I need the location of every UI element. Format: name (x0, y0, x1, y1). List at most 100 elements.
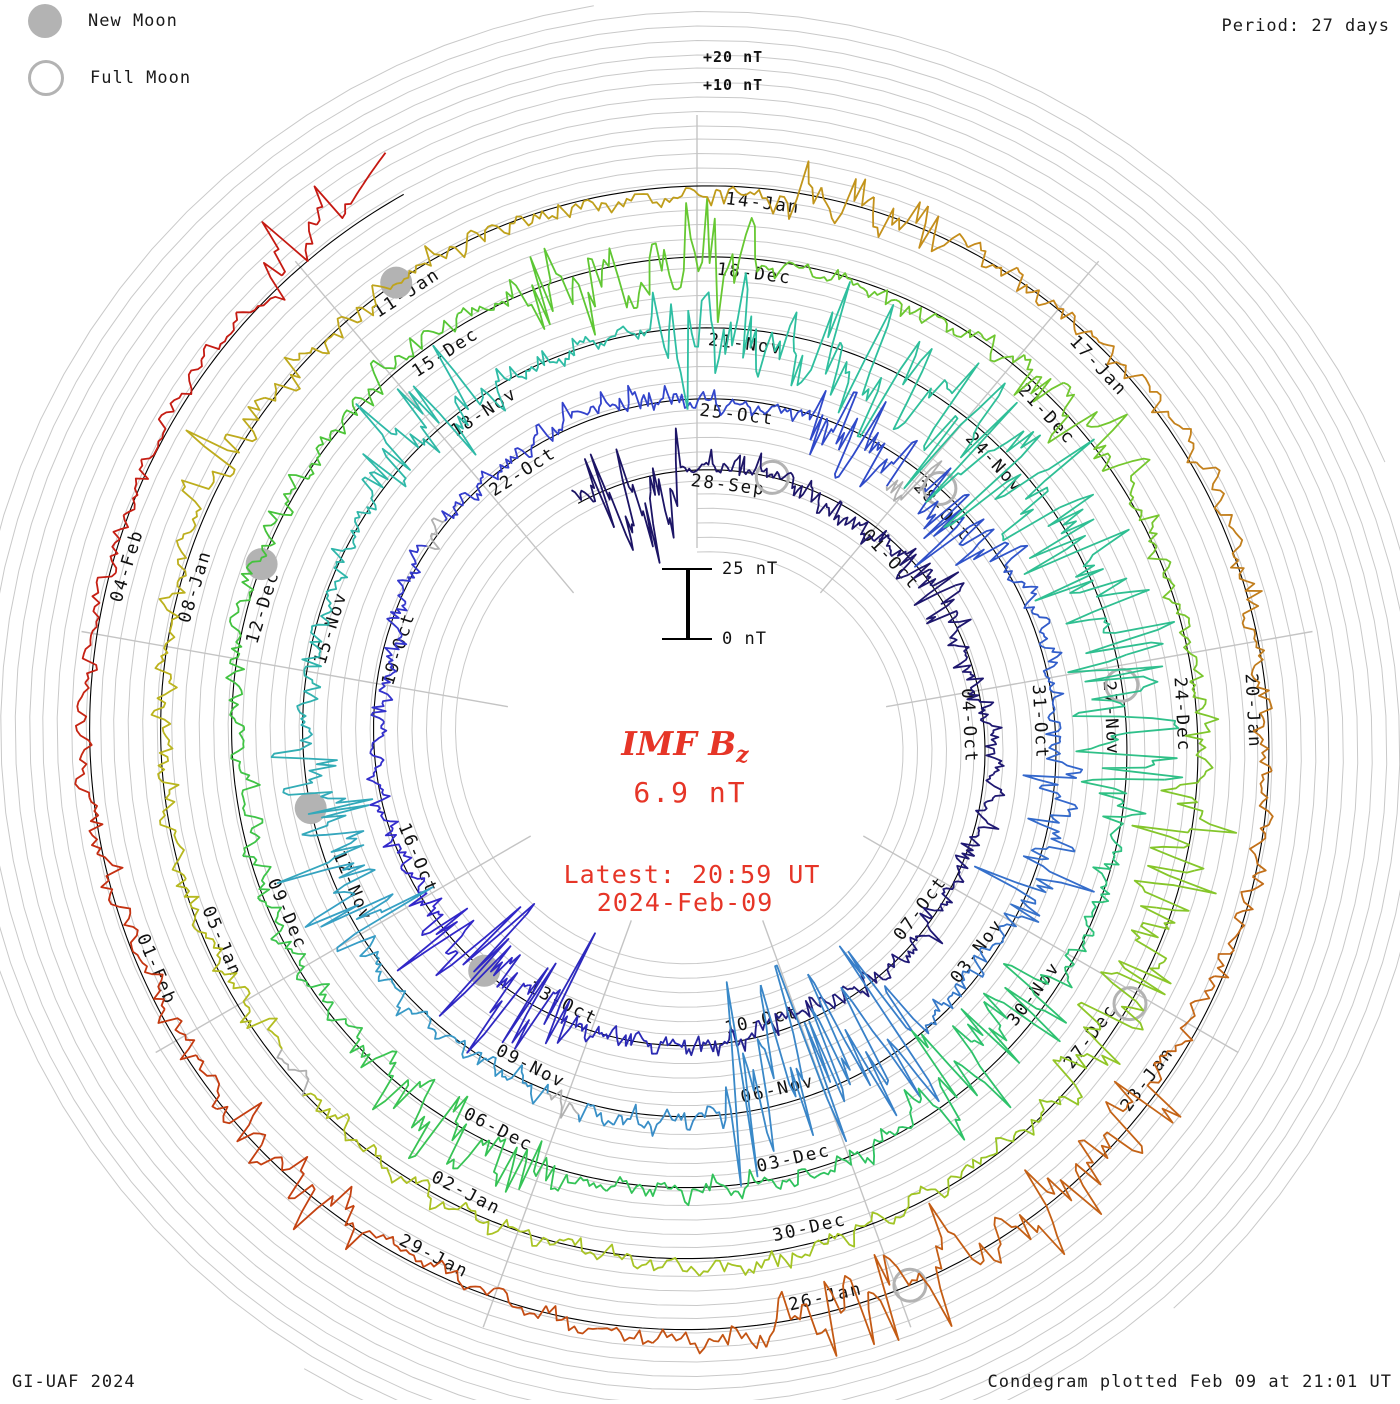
bz-trace-segment (1153, 1021, 1194, 1064)
bz-trace-segment (171, 830, 187, 880)
bz-trace-segment (789, 996, 818, 1020)
ring-date-label: 31-Oct (1028, 684, 1052, 760)
bz-trace-segment (1168, 416, 1197, 464)
bz-trace-segment (370, 720, 388, 752)
bz-trace-segment (776, 1168, 819, 1190)
ring-date-label: 15-Nov (311, 589, 352, 667)
bz-trace-segment (636, 242, 678, 308)
bz-trace-segment (772, 470, 796, 497)
ring-date-label: 30-Dec (771, 1210, 849, 1246)
bz-trace-segment (1016, 267, 1057, 307)
bz-trace-segment (960, 827, 981, 857)
bz-trace-segment (236, 261, 286, 314)
bz-trace-segment (664, 187, 717, 207)
bz-trace-segment (696, 448, 725, 474)
bz-trace-segment (378, 661, 397, 692)
bz-trace-segment (568, 1014, 600, 1043)
bz-trace-segment (1038, 1059, 1083, 1111)
bz-trace-segment (1241, 613, 1265, 667)
bz-trace-segment (329, 400, 359, 441)
bz-trace-segment (426, 1014, 456, 1040)
bz-trace-segment (627, 384, 662, 411)
bz-trace-segment (820, 1275, 875, 1357)
bz-trace-segment (1189, 680, 1220, 729)
bz-trace-segment (892, 348, 951, 431)
bz-trace-segment (119, 905, 141, 960)
bz-trace-segment (792, 479, 821, 503)
bz-trace-segment (1217, 510, 1244, 562)
bz-trace-segment (1027, 813, 1076, 853)
bz-trace-segment (350, 510, 371, 548)
bz-trace-segment (307, 436, 332, 480)
bz-trace-segment (895, 298, 939, 324)
bz-trace-segment (441, 492, 465, 522)
bz-trace-segment (1047, 381, 1098, 444)
ring-date-label: 14-Jan (724, 189, 801, 218)
bz-trace-segment (947, 615, 972, 647)
bz-trace-segment (748, 452, 774, 479)
bz-trace-segment (1064, 934, 1094, 968)
bz-trace-segment (514, 433, 538, 459)
bz-trace-segment (154, 631, 176, 683)
bz-trace-segment (256, 896, 285, 940)
bz-trace-segment (1187, 975, 1216, 1023)
bz-trace-segment (967, 241, 1018, 277)
bz-trace-segment (1077, 1001, 1145, 1031)
bz-trace-segment (175, 531, 191, 583)
bz-trace-segment (565, 1174, 608, 1192)
bz-trace-segment (649, 1181, 694, 1207)
bz-trace-segment (914, 493, 985, 568)
period-label: Period: 27 days (1221, 16, 1390, 36)
bz-trace-segment (1045, 675, 1065, 710)
bz-trace-segment (1075, 735, 1184, 781)
bz-trace-segment (536, 350, 576, 368)
bz-trace-segment (1055, 304, 1098, 340)
bz-trace-segment (1083, 1101, 1144, 1159)
bz-trace-segment (1095, 337, 1135, 380)
bz-trace-segment (194, 927, 224, 973)
bz-trace-segment (370, 689, 394, 722)
bz-trace-segment (1013, 580, 1039, 612)
bz-trace-segment (96, 853, 124, 908)
bz-trace-segment (309, 613, 330, 652)
bz-trace-segment (175, 878, 200, 930)
bz-trace-segment (1080, 778, 1165, 818)
bz-trace-segment (836, 515, 864, 530)
full-moon-icon (28, 60, 64, 96)
bz-trace-segment (304, 886, 434, 935)
bz-trace-segment (371, 263, 421, 291)
new-moon-marker (294, 792, 327, 825)
bz-trace-segment (646, 291, 689, 410)
bz-trace-segment (985, 745, 1005, 775)
bz-trace-segment (1023, 528, 1130, 602)
bz-trace-segment (803, 973, 851, 1142)
bz-trace-segment (589, 453, 635, 551)
grid-annotation-plus10nt: +10 nT (703, 76, 764, 94)
bz-trace-segment (445, 1095, 491, 1170)
bz-trace-segment (748, 1250, 798, 1274)
bz-trace-segment (1001, 438, 1095, 542)
full-moon-marker (754, 459, 790, 495)
bz-trace-segment (543, 247, 597, 336)
bz-trace-segment (1249, 824, 1270, 878)
bz-trace-segment (692, 1173, 736, 1197)
bz-trace-segment (386, 603, 408, 636)
bz-trace-segment (1067, 653, 1164, 701)
bz-trace-segment (261, 510, 283, 557)
bz-trace-segment (979, 718, 1003, 748)
bz-trace-segment (1102, 815, 1125, 857)
bz-trace-segment (140, 410, 175, 461)
bz-trace-segment (765, 160, 823, 220)
bz-trace-segment (159, 781, 180, 832)
scale-bar-bottom-cap (662, 638, 712, 640)
bz-trace-segment (432, 344, 507, 412)
bz-trace-segment (1214, 928, 1242, 979)
bz-trace-segment (264, 356, 301, 402)
scale-bar-top-label: 25 nT (722, 559, 779, 579)
bz-trace-segment (809, 391, 858, 456)
bz-trace-segment (980, 333, 1026, 364)
grid-spoke (762, 920, 912, 1328)
bz-trace-segment (1233, 875, 1265, 930)
bz-trace-segment (966, 1137, 1008, 1169)
